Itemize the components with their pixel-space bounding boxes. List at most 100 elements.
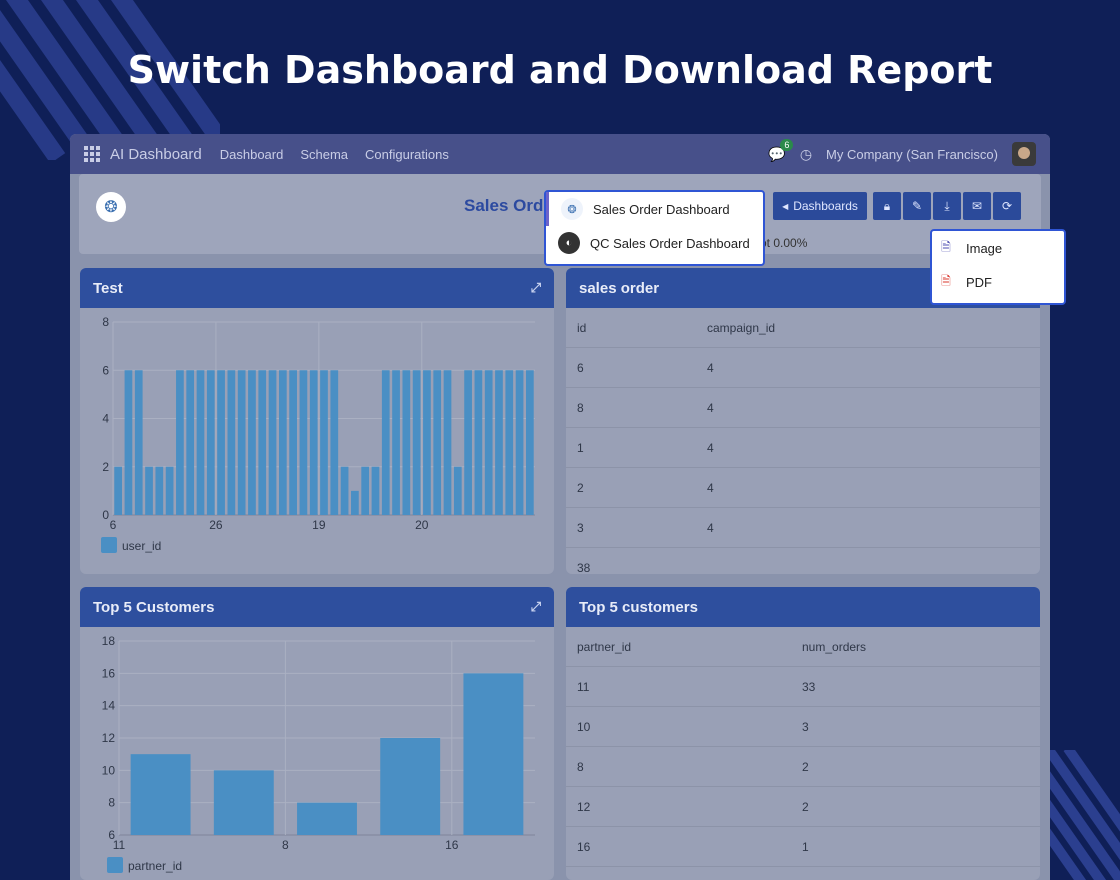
chart-bar: [227, 370, 236, 515]
menu-item-label: PDF: [966, 274, 992, 290]
chart-bar: [320, 370, 328, 515]
apps-grid-icon[interactable]: [84, 146, 100, 162]
panel-title: Test: [93, 279, 123, 297]
chart-bar: [453, 466, 462, 515]
column-header: num_orders: [802, 639, 867, 654]
y-tick-label: 2: [102, 460, 109, 474]
chart-bar: [340, 466, 349, 515]
table-row: 12 2: [566, 787, 1040, 827]
chart-bar: [505, 370, 514, 515]
chart-bar: [484, 370, 493, 515]
test-bar-chart: 0 2 4 6 8 6 26 19 20 user_id: [101, 315, 535, 553]
chart-bar: [309, 370, 318, 515]
expand-icon[interactable]: ⤢: [530, 280, 541, 295]
chart-bar: [145, 466, 153, 515]
y-tick-label: 10: [102, 763, 116, 777]
mail-icon[interactable]: ✉: [963, 192, 991, 220]
legend-swatch: [101, 537, 117, 553]
table-cell: 33: [802, 679, 816, 694]
table-cell: 16: [577, 839, 591, 854]
app-brand[interactable]: AI Dashboard: [110, 145, 202, 163]
y-tick-label: 18: [102, 634, 116, 648]
menu-item-label: Image: [966, 240, 1003, 256]
table-cell: 6: [577, 360, 584, 375]
chat-icon[interactable]: 💬 6: [768, 138, 794, 163]
refresh-icon[interactable]: ⟳: [993, 192, 1021, 220]
chart-bar: [124, 370, 133, 515]
chart-bar: [248, 370, 256, 515]
menu-item-pdf[interactable]: 🗎 PDF: [932, 265, 1064, 299]
chart-bar: [289, 370, 297, 515]
caret-left-icon: ◀: [782, 201, 789, 211]
chart-bar: [380, 738, 441, 835]
chart-bar: [412, 370, 421, 515]
chat-count-badge: 6: [780, 138, 794, 151]
y-tick-label: 0: [102, 508, 109, 522]
expand-icon[interactable]: ⤢: [530, 599, 541, 614]
brain-logo-icon: ❂: [96, 192, 126, 222]
table-cell: 12: [577, 799, 591, 814]
y-tick-label: 14: [102, 699, 116, 713]
x-tick-label: 19: [312, 518, 326, 532]
clock-icon[interactable]: ◷: [799, 145, 813, 162]
chart-bar: [206, 370, 215, 515]
chart-bar: [213, 770, 274, 835]
menu-item-sales-order-dashboard[interactable]: ❂ Sales Order Dashboard: [546, 192, 763, 226]
dashboards-button[interactable]: ◀ Dashboards: [773, 192, 867, 220]
table-header-row: id campaign_id: [566, 308, 1040, 348]
y-tick-label: 4: [102, 412, 109, 426]
x-tick-label: 26: [209, 518, 223, 532]
menu-item-image[interactable]: 🗎 Image: [932, 231, 1064, 265]
table-cell: 2: [577, 480, 584, 495]
chart-bar: [525, 370, 534, 515]
chart-bar: [495, 370, 503, 515]
menu-item-qc-sales-order-dashboard[interactable]: ◐ QC Sales Order Dashboard: [546, 226, 763, 260]
top-navbar: AI Dashboard Dashboard Schema Configurat…: [70, 134, 1050, 174]
table-cell: 4: [707, 480, 714, 495]
chart-bar: [237, 370, 246, 515]
chart-bar: [361, 466, 370, 515]
table-cell: 4: [707, 520, 714, 535]
table-cell: 1: [802, 839, 809, 854]
table-cell: 11: [577, 679, 590, 694]
pipette-icon[interactable]: ✎: [903, 192, 931, 220]
user-avatar[interactable]: [1012, 142, 1036, 166]
chart-bar: [474, 370, 483, 515]
chart-bar: [443, 370, 452, 515]
chart-bar: [268, 370, 277, 515]
nav-configurations[interactable]: Configurations: [365, 146, 449, 162]
y-tick-label: 6: [102, 363, 109, 377]
chart-bar: [186, 370, 195, 515]
download-icon[interactable]: ⤓: [933, 192, 961, 220]
dashboard-toolbar: ◀ Dashboards 🔒︎ ✎ ⤓ ✉ ⟳: [773, 192, 1021, 220]
table-row: 11 33: [566, 667, 1040, 707]
panel-test: Test ⤢ 0 2 4 6 8 6 26 19 20 user_id: [80, 268, 554, 574]
table-cell: 3: [577, 520, 584, 535]
table-cell: 4: [707, 360, 714, 375]
nav-dashboard[interactable]: Dashboard: [219, 146, 284, 162]
column-header: campaign_id: [707, 320, 776, 335]
chart-bar: [351, 490, 359, 515]
y-tick-label: 6: [108, 828, 115, 842]
x-tick-label: 11: [113, 838, 126, 852]
brain-logo-icon: ❂: [561, 198, 583, 220]
company-switcher[interactable]: My Company (San Francisco): [826, 146, 998, 162]
chart-bar: [515, 370, 524, 515]
lock-icon[interactable]: 🔒︎: [873, 192, 901, 220]
chart-bar: [299, 370, 308, 515]
y-tick-label: 8: [102, 315, 109, 329]
qc-logo-icon: ◐: [558, 232, 580, 254]
nav-schema[interactable]: Schema: [300, 146, 349, 162]
chart-bar: [371, 466, 380, 515]
panel-title: Top 5 Customers: [93, 598, 215, 616]
y-tick-label: 16: [102, 666, 116, 680]
top5-bar-chart: 6 8 10 12 14 16 18 11 8 16 partner_id: [102, 634, 535, 873]
